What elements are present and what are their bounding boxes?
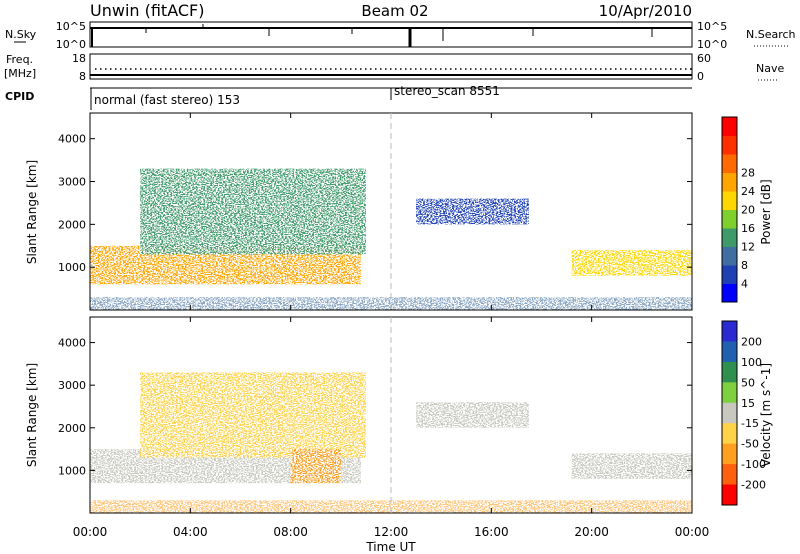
colorbar-tick-label: -15 (741, 417, 759, 430)
y-tick-label: 2000 (58, 422, 86, 435)
power-panel: 1000 2000 3000 4000 Slant Range [km] (25, 112, 693, 311)
colorbar-tick-label: 28 (741, 167, 755, 180)
colorbar-swatch (722, 135, 737, 155)
colorbar-frame (721, 116, 738, 303)
search-tick-low: 10^0 (697, 38, 727, 51)
freq-tick-low: 8 (79, 70, 86, 83)
x-tick-label: 16:00 (474, 525, 509, 539)
colorbar-swatch (722, 484, 737, 506)
colorbar-swatch (722, 361, 737, 383)
date-title: 10/Apr/2010 (599, 2, 692, 20)
colorbar-tick-label: -100 (741, 458, 766, 471)
velocity-y-axis: 1000 2000 3000 4000 (58, 337, 692, 477)
velocity-colorbar: 200 100 50 15 -15 -50 -100 -200 (721, 320, 766, 506)
nave-tick-low: 0 (697, 70, 704, 83)
echo-region (416, 198, 529, 225)
y-tick-label: 3000 (58, 379, 86, 392)
colorbar-swatch (722, 265, 737, 284)
colorbar-tick-label: 200 (741, 335, 762, 348)
x-tick-label: 08:00 (273, 525, 308, 539)
sky-panel-frame (89, 21, 693, 48)
x-tick-label: 20:00 (574, 525, 609, 539)
freq-panel-frame (89, 53, 693, 80)
colorbar-tick-label: 20 (741, 204, 755, 217)
velocity-echo-regions (90, 372, 692, 513)
beam-title: Beam 02 (361, 2, 428, 20)
velocity-colorbar-label: Velocity [m s^-1] (759, 363, 773, 467)
colorbar-swatch (722, 246, 737, 266)
colorbar-tick-label: 100 (741, 356, 762, 369)
colorbar-tick-label: 12 (741, 241, 755, 254)
velocity-x-ticks (89, 317, 693, 513)
search-tick-high: 10^5 (697, 20, 727, 33)
sky-tick-high: 10^5 (56, 20, 86, 33)
colorbar-swatch (722, 321, 737, 342)
x-axis-tick-labels: 00:00 04:00 08:00 12:00 16:00 20:00 00:00 (73, 525, 710, 539)
colorbar-tick-label: -200 (741, 479, 766, 492)
colorbar-frame (721, 320, 738, 506)
sky-tick-low: 10^0 (56, 38, 86, 51)
colorbar-swatch (722, 341, 737, 363)
velocity-y-label: Slant Range [km] (25, 363, 39, 467)
y-tick-label: 4000 (58, 133, 86, 146)
y-tick-label: 3000 (58, 176, 86, 189)
power-colorbar: 4 8 12 16 20 24 28 (721, 116, 755, 303)
echo-region (140, 168, 366, 255)
echo-region (571, 250, 692, 276)
colorbar-swatch (722, 382, 737, 404)
y-tick-label: 4000 (58, 337, 86, 350)
y-tick-label: 1000 (58, 261, 86, 274)
sky-label: N.Sky (5, 28, 37, 41)
x-tick-label: 00:00 (675, 525, 710, 539)
y-tick-label: 1000 (58, 464, 86, 477)
echo-region (416, 402, 529, 428)
colorbar-swatch (722, 283, 737, 303)
colorbar-swatch (722, 228, 737, 247)
colorbar-tick-label: 4 (741, 278, 748, 291)
x-tick-label: 04:00 (173, 525, 208, 539)
nave-label: Nave (756, 62, 784, 75)
colorbar-swatch (722, 191, 737, 210)
freq-label-line1: Freq. (6, 53, 33, 66)
colorbar-tick-label: 16 (741, 222, 755, 235)
velocity-panel: 1000 2000 3000 4000 Slant Range [km] (25, 316, 693, 514)
colorbar-tick-label: 8 (741, 259, 748, 272)
colorbar-swatch (722, 402, 737, 424)
colorbar-swatch (722, 423, 737, 445)
power-colorbar-label: Power [dB] (759, 179, 773, 244)
power-x-ticks (89, 113, 693, 310)
colorbar-tick-label: 50 (741, 376, 755, 389)
nave-tick-high: 60 (697, 52, 711, 65)
colorbar-swatch (722, 209, 737, 229)
colorbar-swatch (722, 464, 737, 486)
cpid-label: CPID (5, 90, 34, 103)
power-y-label: Slant Range [km] (25, 160, 39, 264)
station-title: Unwin (fitACF) (90, 1, 204, 20)
colorbar-swatch (722, 154, 737, 173)
echo-region (140, 372, 366, 458)
colorbar-swatch (722, 172, 737, 192)
power-y-axis: 1000 2000 3000 4000 (58, 133, 692, 274)
colorbar-swatch (722, 443, 737, 465)
near-range-noise (90, 500, 692, 513)
cpid-segment-1: normal (fast stereo) 153 (94, 93, 240, 107)
colorbar-tick-label: -50 (741, 438, 759, 451)
colorbar-tick-label: 15 (741, 397, 755, 410)
echo-region (290, 449, 341, 484)
freq-tick-high: 18 (72, 52, 86, 65)
x-axis-label: Time UT (365, 540, 416, 554)
search-label: N.Search (746, 28, 796, 41)
x-tick-label: 00:00 (73, 525, 108, 539)
y-tick-label: 2000 (58, 218, 86, 231)
colorbar-tick-label: 24 (741, 185, 755, 198)
echo-region (571, 453, 692, 479)
cpid-segment-2: stereo_scan 8551 (394, 84, 500, 98)
freq-label-line2: [MHz] (4, 67, 36, 80)
colorbar-swatch (722, 117, 737, 136)
sky-dropouts (91, 24, 653, 47)
x-tick-label: 12:00 (374, 525, 409, 539)
